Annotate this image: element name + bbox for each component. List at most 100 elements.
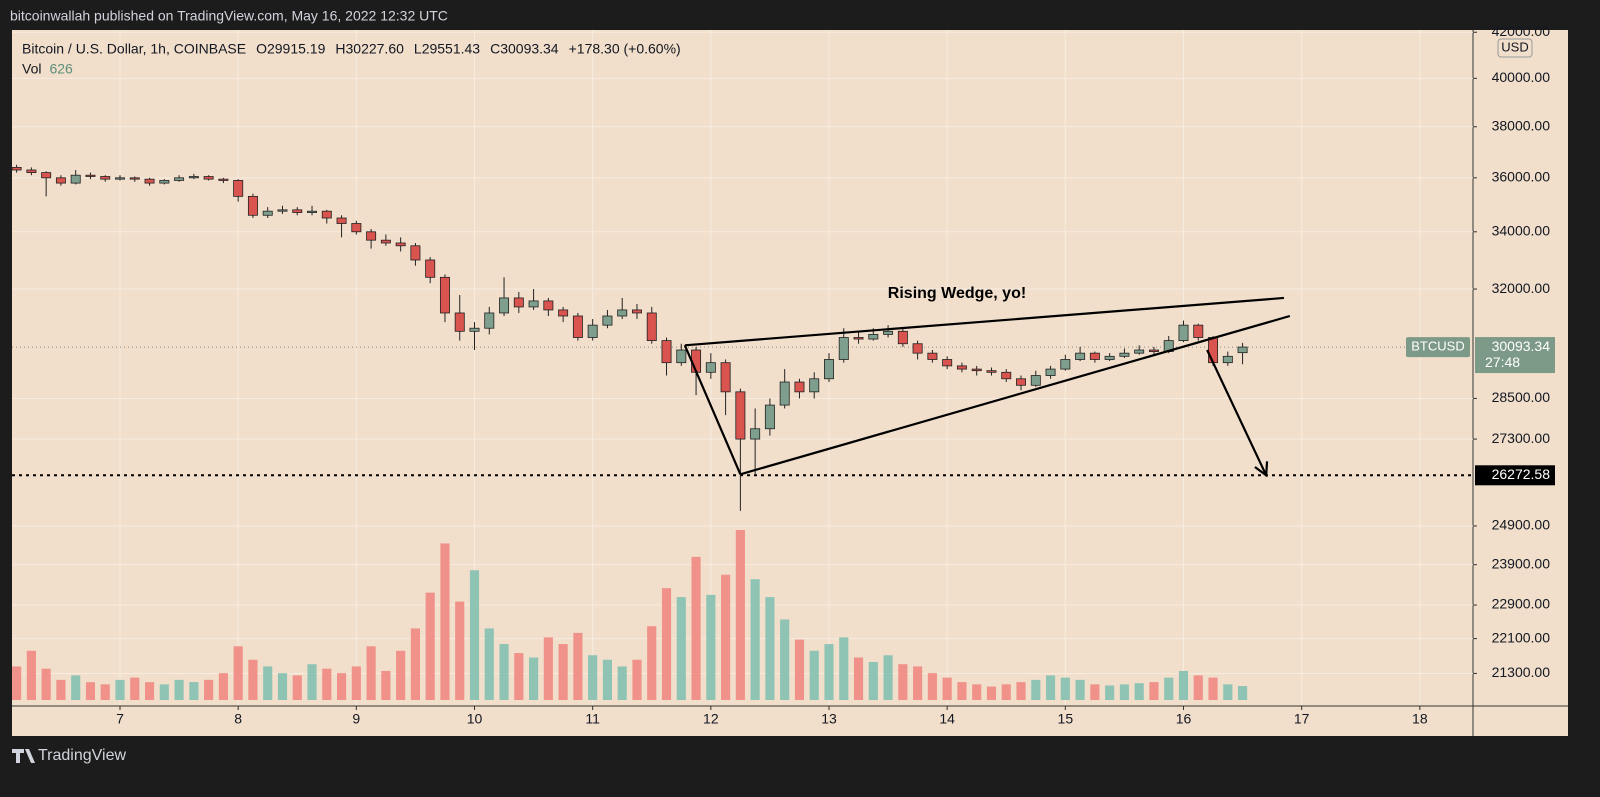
candle-body (1075, 352, 1086, 360)
candle-body (144, 178, 155, 184)
ohlc-value: H30227.60 (335, 41, 404, 57)
candle-body (425, 259, 436, 278)
candle-body (750, 428, 761, 440)
volume-bar (794, 639, 805, 700)
symbol-label: BTCUSD (1411, 339, 1464, 354)
x-tick-label: 10 (467, 711, 483, 727)
x-tick-label: 12 (703, 711, 719, 727)
x-tick-label: 15 (1058, 711, 1074, 727)
candle-body (1208, 337, 1219, 364)
candle-body (410, 245, 421, 261)
volume-legend-value: 626 (49, 61, 73, 77)
trend-line (740, 314, 1291, 476)
candle-body (528, 300, 539, 308)
volume-bar (130, 677, 140, 700)
candle-body (617, 309, 628, 317)
volume-bar (735, 530, 745, 700)
candle-body (439, 276, 450, 314)
volume-bar (100, 684, 110, 700)
x-tick-label: 14 (939, 711, 955, 727)
candle-body (1119, 352, 1130, 357)
volume-bar (1119, 684, 1129, 700)
candle-body (956, 365, 967, 370)
candle-body (868, 333, 879, 340)
volume-bar (913, 666, 923, 700)
y-tick-label: 36000.00 (1492, 169, 1551, 185)
candle-body (307, 210, 318, 213)
currency-label: USD (1501, 39, 1528, 54)
volume-bar (1075, 679, 1085, 700)
volume-bar (529, 657, 539, 700)
volume-bar (26, 650, 36, 700)
candle-body (174, 177, 185, 181)
volume-bar (661, 588, 672, 700)
volume-bar (647, 626, 657, 700)
candle-body (705, 362, 716, 373)
symbol-tag (1406, 337, 1470, 358)
volume-bar (322, 668, 332, 700)
series-title: Bitcoin / U.S. Dollar, 1h, COINBASE (22, 41, 246, 57)
brand[interactable]: TradingView (38, 747, 126, 764)
candle-body (1001, 371, 1012, 380)
volume-bar (942, 677, 952, 700)
candle-body (897, 330, 908, 345)
volume-bar (1193, 675, 1203, 700)
volume-bar (853, 657, 864, 700)
candle-body (631, 309, 642, 314)
volume-bar (573, 632, 583, 700)
volume-bar (898, 664, 908, 700)
volume-bar (12, 666, 22, 700)
volume-bar (469, 570, 480, 700)
candle-body (1193, 324, 1204, 338)
candle-body (11, 166, 22, 171)
candle-body (764, 404, 775, 430)
currency-tag (1497, 38, 1533, 58)
x-tick-label: 8 (234, 711, 242, 727)
volume-bar (484, 628, 494, 700)
volume-bar (41, 668, 51, 700)
candle-body (720, 362, 731, 393)
volume-bar (307, 664, 317, 700)
volume-bar (691, 556, 701, 700)
y-tick-label: 28500.00 (1492, 389, 1551, 405)
y-tick-label: 34000.00 (1492, 223, 1551, 239)
volume-bar (824, 644, 834, 700)
volume-bar (1164, 677, 1174, 700)
candle-body (1089, 352, 1100, 360)
volume-bar (1208, 677, 1218, 700)
candle-body (188, 176, 199, 179)
candle-body (572, 315, 583, 338)
volume-bar (543, 637, 553, 700)
x-tick-label: 9 (352, 711, 360, 727)
volume-bar (410, 628, 420, 700)
chart-area (12, 30, 1568, 736)
volume-bar (927, 673, 937, 700)
volume-bar (1105, 685, 1115, 700)
ohlc-value: C30093.34 (490, 41, 559, 57)
x-tick-label: 13 (821, 711, 837, 727)
volume-bar (1016, 682, 1026, 700)
volume-bar (957, 682, 967, 700)
candle-body (247, 195, 258, 216)
candle-body (262, 210, 273, 216)
candle-body (115, 177, 125, 180)
y-tick-label: 24900.00 (1492, 517, 1551, 533)
volume-bar (396, 650, 406, 700)
y-tick-label: 22900.00 (1492, 596, 1551, 612)
arrow-head (1254, 461, 1269, 478)
volume-bar (750, 579, 760, 700)
candle-body (543, 300, 554, 311)
candle-body (351, 223, 362, 233)
countdown-label: 27:48 (1485, 354, 1520, 370)
volume-bar (351, 666, 361, 700)
volume-bar (1090, 684, 1100, 700)
candle-body (203, 176, 214, 180)
candle-body (986, 370, 997, 373)
volume-bar (839, 637, 849, 700)
candle-body (883, 330, 894, 335)
candle-body (809, 378, 820, 393)
volume-bar (676, 597, 686, 700)
candle-body (1134, 349, 1145, 354)
brand-logo (12, 749, 35, 763)
volume-bar (159, 684, 169, 700)
